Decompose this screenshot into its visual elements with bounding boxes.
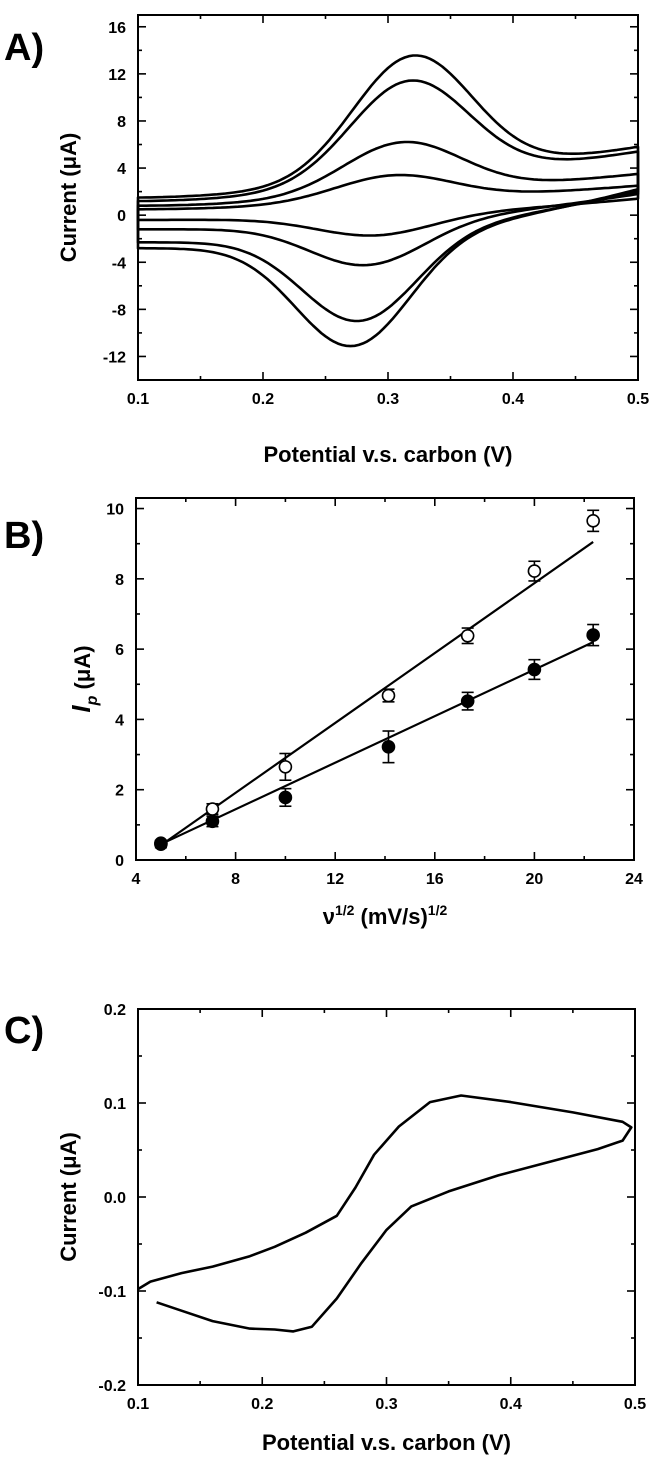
y-tick-label: -8 [112, 302, 126, 319]
x-tick-label: 0.4 [502, 391, 524, 408]
y-tick-label: -0.2 [98, 1378, 126, 1395]
cv-series-2 [136, 79, 640, 323]
x-tick-label: 0.3 [375, 1396, 397, 1413]
fit-line [160, 641, 594, 846]
data-point [381, 688, 396, 703]
y-tick-label: 0 [115, 853, 124, 870]
x-tick-label: 0.1 [127, 1396, 149, 1413]
data-point [586, 628, 600, 642]
series-open [154, 509, 600, 850]
data-point [205, 802, 220, 816]
y-tick-label: 4 [117, 161, 126, 178]
y-axis-title: Current (μA) [56, 1132, 81, 1262]
data-point [586, 514, 600, 528]
y-tick-label: 4 [115, 712, 124, 729]
y-tick-label: 8 [117, 114, 126, 131]
x-tick-label: 0.2 [252, 391, 274, 408]
y-tick-label: 6 [115, 642, 124, 659]
data-point [460, 628, 475, 643]
x-tick-label: 0.5 [624, 1396, 646, 1413]
data-point [278, 790, 293, 805]
y-tick-label: -4 [112, 255, 126, 272]
y-tick-label: 8 [115, 572, 124, 589]
y-tick-label: 10 [106, 502, 124, 519]
x-tick-label: 0.3 [377, 391, 399, 408]
cv-series-1 [137, 1094, 633, 1333]
fit-line [160, 541, 594, 847]
x-tick-label: 8 [231, 871, 240, 888]
panel-label: B) [4, 515, 44, 557]
x-tick-label: 12 [326, 871, 344, 888]
x-tick-label: 4 [132, 871, 141, 888]
y-tick-label: 0.1 [104, 1096, 126, 1113]
panel-c: 0.1 0.2 0.3 0.4 0.5 -0.2 -0.1 0.0 0.1 0.2 C) Potent… [4, 1002, 646, 1455]
y-axis-title: Ip (μA) [66, 645, 101, 712]
y-tick-label: 12 [108, 67, 126, 84]
panel-label: A) [4, 27, 44, 69]
x-tick-label: 20 [526, 871, 544, 888]
y-tick-label: -0.1 [98, 1284, 126, 1301]
panel-label: C) [4, 1010, 44, 1052]
x-tick-label: 24 [625, 871, 643, 888]
x-tick-label: 0.1 [127, 391, 149, 408]
data-point [381, 740, 396, 754]
x-axis-title: Potential v.s. carbon (V) [264, 442, 513, 467]
x-tick-label: 0.5 [627, 391, 649, 408]
y-axis-title: Current (μA) [56, 133, 81, 263]
y-tick-label: -12 [103, 349, 126, 366]
y-tick-label: 16 [108, 20, 126, 37]
x-axis-title: ν1/2 (mV/s)1/2 [323, 902, 448, 929]
data-point [205, 814, 220, 829]
cv-series-4 [136, 173, 640, 237]
cv-series-1 [136, 54, 640, 348]
x-tick-label: 0.2 [251, 1396, 273, 1413]
y-tick-label: 0.0 [104, 1190, 126, 1207]
x-tick-label: 16 [426, 871, 444, 888]
y-tick-label: 0.2 [104, 1002, 126, 1019]
data-point [278, 760, 293, 774]
data-point [527, 564, 542, 578]
panel-a: 0.1 0.2 0.3 0.4 0.5 -12 -8 -4 0 4 8 12 16 A) Potential… [4, 14, 649, 467]
y-tick-label: 0 [117, 208, 126, 225]
x-tick-label: 0.4 [500, 1396, 522, 1413]
data-point [154, 837, 168, 851]
plot-frame [137, 1008, 636, 1386]
y-tick-label: 2 [115, 783, 124, 800]
data-point [527, 662, 542, 677]
data-point [460, 694, 475, 708]
series-filled [154, 623, 600, 851]
x-axis-title: Potential v.s. carbon (V) [262, 1430, 511, 1455]
